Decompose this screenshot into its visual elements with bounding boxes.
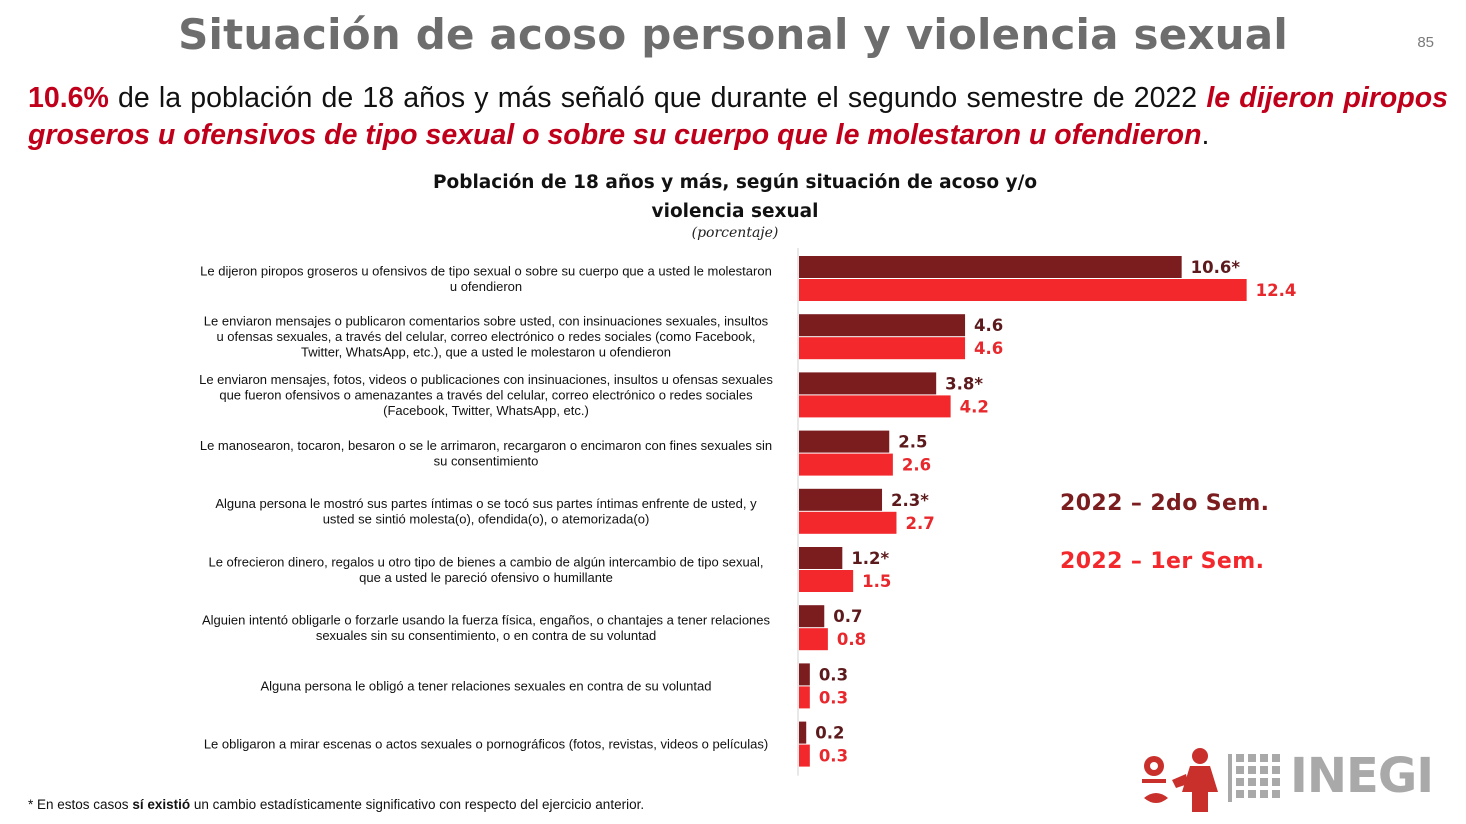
bar-2do-sem [799, 256, 1182, 278]
category-label: Le dijeron piropos groseros u ofensivos … [200, 263, 772, 294]
footnote: * En estos casos sí existió un cambio es… [28, 797, 644, 812]
value-label: 0.8 [837, 630, 866, 649]
value-label: 10.6* [1191, 258, 1241, 277]
category-label: Le enviaron mensajes, fotos, videos o pu… [199, 372, 773, 418]
chart-title-line-1: Población de 18 años y más, según situac… [432, 172, 1038, 193]
page-number: 85 [1417, 34, 1434, 51]
legend-label-2do-sem: 2022 – 2do Sem. [1060, 491, 1270, 516]
chart-title: Población de 18 años y más, según situac… [430, 168, 1040, 226]
value-label: 12.4 [1256, 281, 1297, 300]
chart-title-line-2: violencia sexual [651, 201, 819, 222]
inegi-logo: INEGI [1138, 744, 1438, 814]
category-label: Le enviaron mensajes o publicaron coment… [204, 314, 769, 360]
footnote-bold: sí existió [132, 797, 191, 812]
category-label: Le ofrecieron dinero, regalos u otro tip… [208, 554, 763, 585]
headline-percentage: 10.6% [28, 82, 109, 114]
headline: 10.6% de la población de 18 años y más s… [28, 80, 1448, 154]
category-label: Alguna persona le mostró sus partes ínti… [215, 496, 757, 527]
footnote-prefix: * En estos casos [28, 797, 133, 812]
slide-title: Situación de acoso personal y violencia … [178, 10, 1288, 59]
value-label: 1.5 [862, 572, 891, 591]
value-label: 0.3 [819, 747, 848, 766]
value-label: 4.6 [974, 316, 1003, 335]
bar-2do-sem [799, 372, 937, 395]
bar-2do-sem [799, 430, 890, 453]
bar-1er-sem [799, 395, 951, 418]
value-label: 2.5 [898, 433, 927, 452]
legend-series-1: 2022 – 2do Sem. [1060, 491, 1269, 516]
bar-1er-sem [799, 453, 893, 476]
logo-text: INEGI [1290, 748, 1434, 804]
headline-emphasis: le dijeron piropos groseros u ofensivos … [28, 82, 1448, 151]
bar-2do-sem [799, 605, 825, 628]
category-label: Le manosearon, tocaron, besaron o se le … [200, 438, 772, 469]
bar-1er-sem [799, 337, 966, 360]
category-label: Alguien intentó obligarle o forzarle usa… [202, 612, 771, 643]
bar-1er-sem [799, 279, 1247, 301]
legend-series-2: 2022 – 1er Sem. [1060, 549, 1264, 574]
bar-2do-sem [799, 663, 810, 686]
bar-1er-sem [799, 744, 810, 767]
value-label: 4.2 [960, 397, 989, 416]
bar-2do-sem [799, 314, 966, 337]
bar-1er-sem [799, 686, 810, 709]
value-label: 2.6 [902, 456, 931, 475]
bar-1er-sem [799, 511, 897, 534]
value-label: 2.3* [891, 491, 929, 510]
value-label: 0.7 [833, 607, 862, 626]
bar-1er-sem [799, 570, 854, 592]
value-label: 2.7 [905, 514, 934, 533]
value-label: 3.8* [945, 374, 983, 393]
legend-label-1er-sem: 2022 – 1er Sem. [1060, 549, 1265, 574]
value-label: 4.6 [974, 339, 1003, 358]
category-label: Le obligaron a mirar escenas o actos sex… [204, 737, 768, 752]
bar-2do-sem [799, 488, 883, 511]
value-label: 0.3 [819, 688, 848, 707]
category-label: Alguna persona le obligó a tener relacio… [261, 678, 712, 693]
headline-text: de la población de 18 años y más señaló … [108, 82, 1207, 114]
bar-1er-sem [799, 628, 828, 651]
headline-end: . [1201, 119, 1210, 151]
value-label: 0.2 [815, 724, 844, 743]
value-label: 1.2* [851, 549, 889, 568]
bar-2do-sem [799, 547, 843, 569]
footnote-suffix: un cambio estadísticamente significativo… [190, 797, 645, 812]
value-label: 0.3 [819, 665, 848, 684]
logo-pictograms-icon [1142, 748, 1280, 812]
chart-subtitle: (porcentaje) [691, 225, 779, 241]
bar-2do-sem [799, 721, 807, 744]
